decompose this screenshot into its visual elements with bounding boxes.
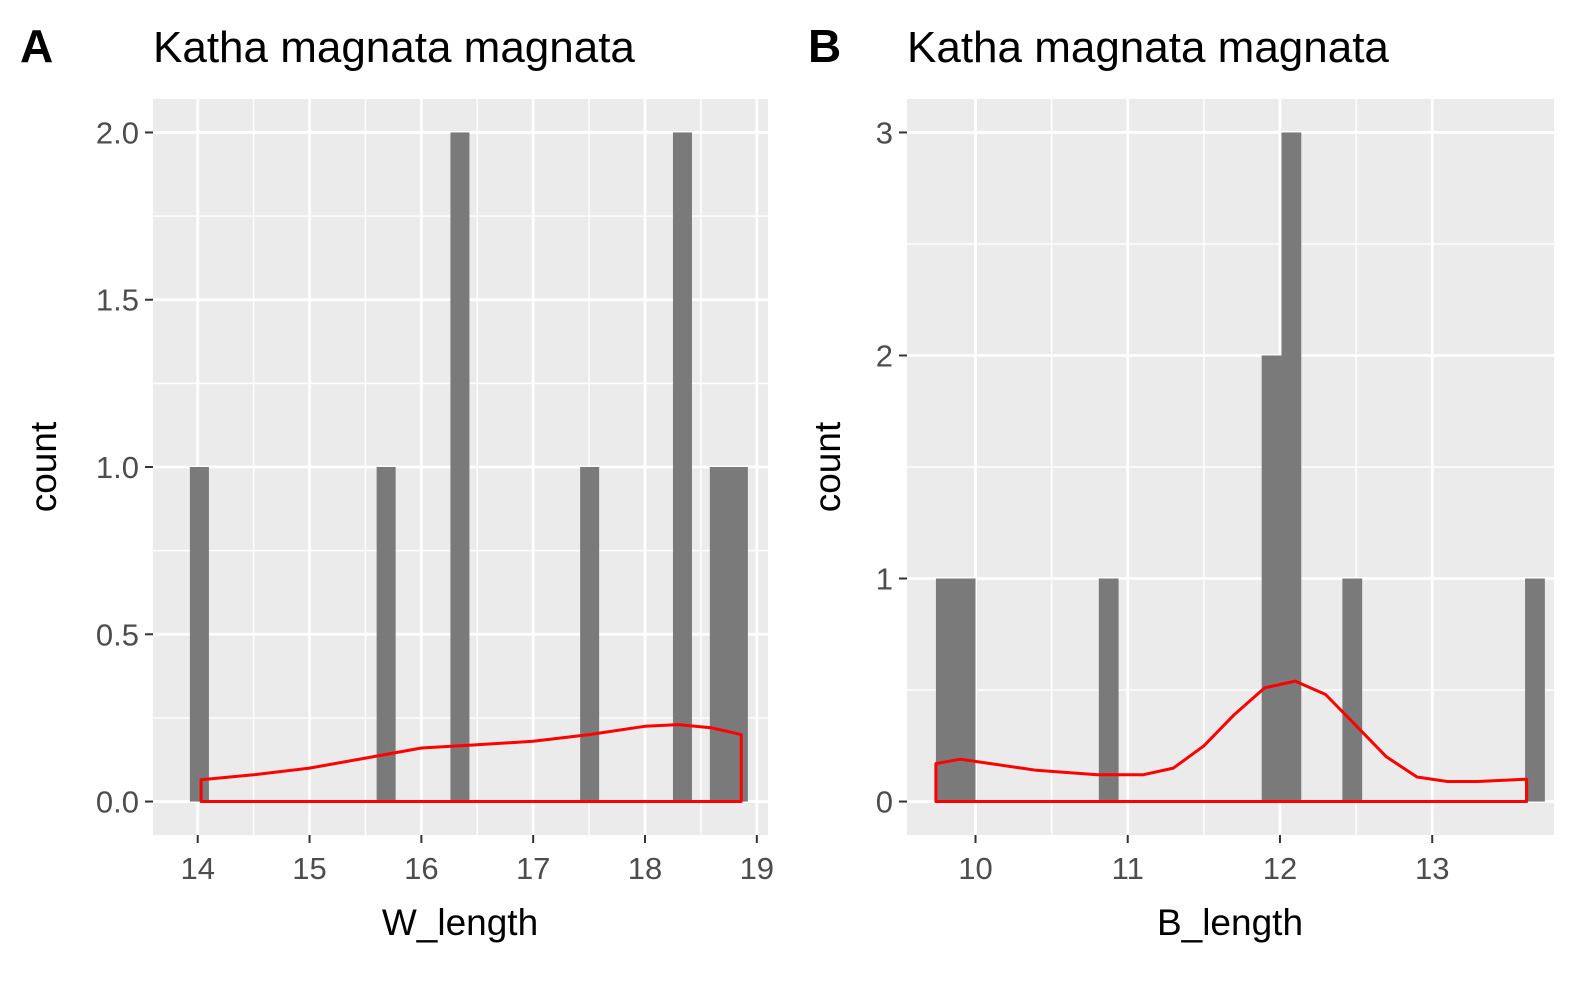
histogram-bar (935, 578, 976, 802)
y-tick-label: 1.0 (96, 450, 139, 485)
x-tick-label: 14 (180, 851, 214, 886)
x-tick-label: 19 (740, 851, 774, 886)
panel-b-x-ticks: 10 11 12 13 (958, 835, 1449, 886)
panel-a-density (199, 723, 743, 803)
x-tick-label: 11 (1112, 851, 1144, 886)
density-curve (199, 723, 743, 803)
panel-b-y-axis-title: count (807, 421, 848, 512)
panel-b-title: Katha magnata magnata (907, 23, 1389, 72)
x-tick-label: 10 (958, 851, 992, 886)
y-tick-label: 0.5 (96, 617, 139, 652)
y-tick-label: 3 (876, 115, 893, 150)
y-tick-label: 2.0 (96, 115, 139, 150)
histogram-bar (1281, 132, 1302, 802)
x-tick-label: 15 (292, 851, 326, 886)
y-tick-label: 1 (876, 562, 893, 597)
histogram-bar (1525, 578, 1545, 802)
x-tick-label: 13 (1415, 851, 1449, 886)
histogram-bar (1261, 355, 1282, 802)
histogram-bar (376, 467, 396, 802)
histogram-bar (580, 467, 600, 802)
panel-a-y-ticks: 0.0 0.5 1.0 1.5 2.0 (96, 115, 153, 820)
x-tick-label: 17 (516, 851, 550, 886)
panel-b-x-axis-title: B_length (1157, 902, 1303, 943)
y-tick-label: 2 (876, 338, 893, 373)
density-curve (934, 679, 1529, 803)
panel-b-y-ticks: 0 1 2 3 (876, 115, 907, 820)
panel-b-bars (935, 132, 1545, 802)
histogram-bar (672, 132, 692, 802)
panel-a-x-ticks: 14 15 16 17 18 19 (180, 835, 774, 886)
histogram-bar (189, 467, 209, 802)
histogram-bar (1098, 578, 1119, 802)
histogram-bar (1342, 578, 1363, 802)
x-tick-label: 18 (628, 851, 662, 886)
y-tick-label: 1.5 (96, 283, 139, 318)
panel-a-bars (189, 132, 748, 802)
panel-b-letter: B (808, 20, 841, 72)
panel-a: A Katha magnata magnata 0.00.51.01.52.0 … (20, 20, 774, 943)
histogram-bar (450, 132, 470, 802)
panel-b-density (934, 679, 1529, 803)
panel-a-title: Katha magnata magnata (153, 23, 635, 72)
panel-a-x-axis-title: W_length (382, 902, 538, 943)
panel-a-y-axis-title: count (23, 421, 64, 512)
panel-a-letter: A (20, 20, 53, 72)
x-tick-label: 16 (404, 851, 438, 886)
y-tick-label: 0 (876, 785, 893, 820)
y-tick-label: 0.0 (96, 785, 139, 820)
x-tick-label: 12 (1263, 851, 1297, 886)
